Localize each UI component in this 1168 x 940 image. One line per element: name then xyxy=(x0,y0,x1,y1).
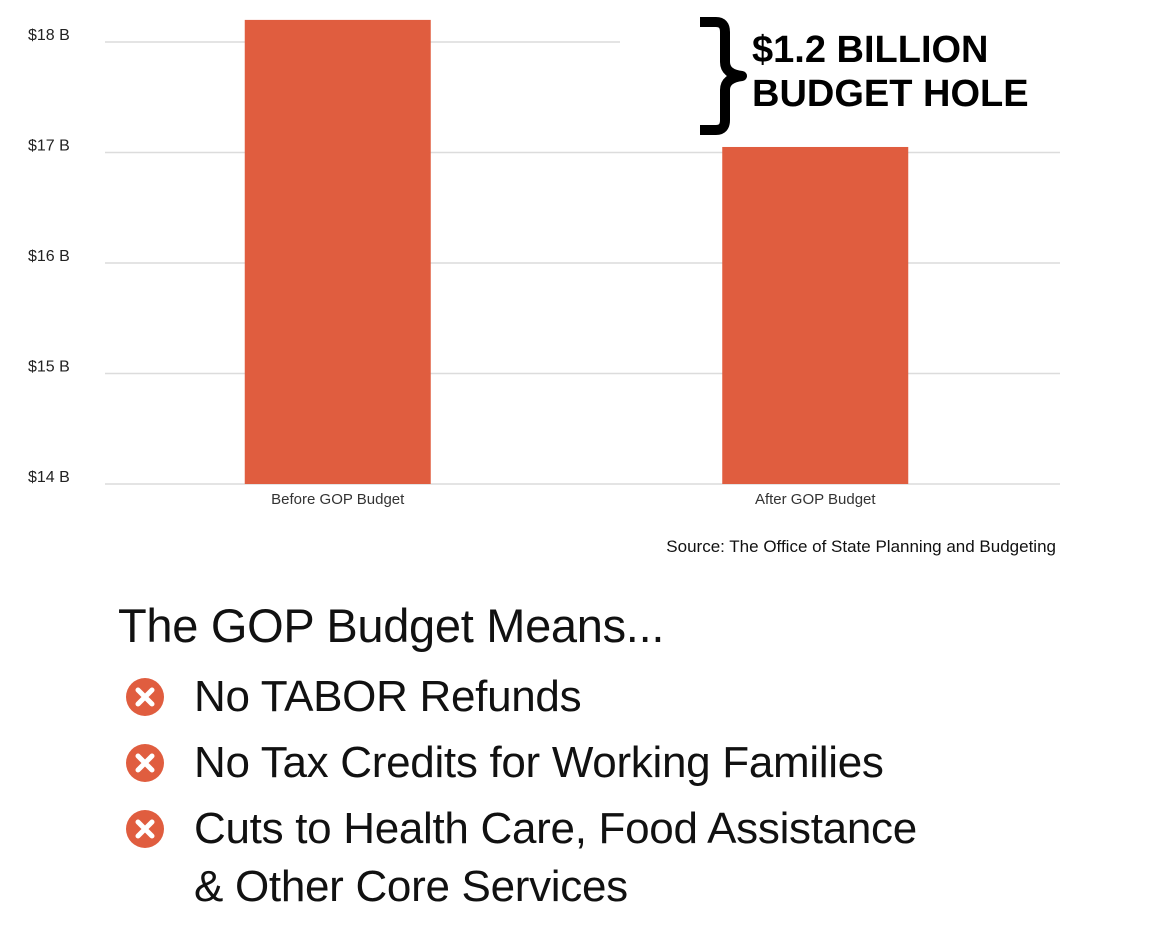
budget-hole-annotation: $1.2 BILLION BUDGET HOLE xyxy=(700,17,1029,135)
x-category-label: Before GOP Budget xyxy=(271,491,405,508)
curly-brace-icon xyxy=(700,17,747,135)
list-item-text: Cuts to Health Care, Food Assistance & O… xyxy=(194,804,917,911)
list-item-text: No TABOR Refunds xyxy=(194,672,582,721)
y-tick-label: $15 B xyxy=(28,359,70,376)
y-tick-label: $17 B xyxy=(28,138,70,155)
annotation-line-2: BUDGET HOLE xyxy=(752,73,1029,115)
x-circle-icon xyxy=(126,810,164,848)
annotation-line-1: $1.2 BILLION xyxy=(752,29,989,71)
y-axis-tick-labels: $18 B $17 B $16 B $15 B $14 B xyxy=(28,27,70,486)
y-tick-label: $16 B xyxy=(28,248,70,265)
budget-bar-chart: $18 B $17 B $16 B $15 B $14 B Before GOP Bud… xyxy=(28,17,1060,556)
x-circle-icon xyxy=(126,678,164,716)
x-axis-category-labels: Before GOP Budget After GOP Budget xyxy=(271,491,876,508)
y-tick-label: $14 B xyxy=(28,469,70,486)
list-item: Cuts to Health Care, Food Assistance & O… xyxy=(118,800,1118,916)
list-item: No Tax Credits for Working Families xyxy=(118,734,1118,792)
means-list: No TABOR Refunds No Tax Credits for Work… xyxy=(118,668,1118,916)
y-tick-label: $18 B xyxy=(28,27,70,44)
bars xyxy=(244,19,909,485)
bar xyxy=(244,19,431,485)
means-title: The GOP Budget Means... xyxy=(118,599,665,652)
x-category-label: After GOP Budget xyxy=(755,491,876,508)
bar xyxy=(722,146,909,484)
source-note: Source: The Office of State Planning and… xyxy=(666,537,1056,556)
gop-budget-means-section: The GOP Budget Means... No TABOR Refunds… xyxy=(118,598,1118,924)
list-item-text: No Tax Credits for Working Families xyxy=(194,738,884,787)
x-circle-icon xyxy=(126,744,164,782)
list-item: No TABOR Refunds xyxy=(118,668,1118,726)
